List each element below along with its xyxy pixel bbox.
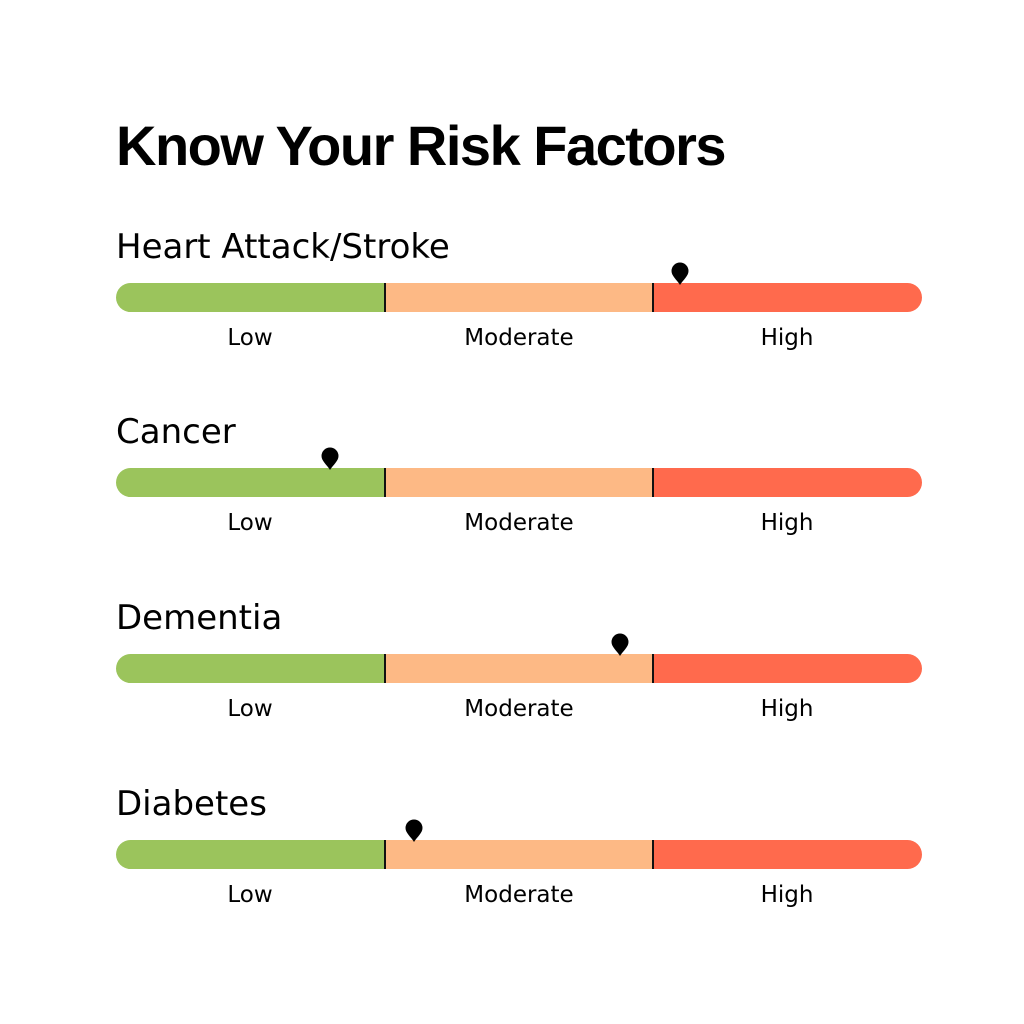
- risk-segment-moderate: [384, 840, 654, 869]
- risk-segment-low: [116, 840, 385, 869]
- level-label-high: High: [760, 325, 814, 351]
- segment-divider: [384, 654, 386, 683]
- risk-scale-bar: [116, 654, 922, 683]
- risk-factor-row: Diabetes Low Moderate High: [116, 787, 922, 917]
- level-label-low: Low: [227, 325, 273, 351]
- risk-segment-low: [116, 654, 385, 683]
- risk-segment-low: [116, 283, 385, 312]
- segment-divider: [652, 840, 654, 869]
- risk-factor-label: Diabetes: [116, 784, 267, 824]
- risk-scale-bar: [116, 283, 922, 312]
- map-pin-icon: [405, 819, 423, 843]
- level-label-moderate: Moderate: [464, 510, 574, 536]
- risk-scale-bar: [116, 840, 922, 869]
- level-label-low: Low: [227, 510, 273, 536]
- segment-divider: [652, 468, 654, 497]
- risk-factor-row: Dementia Low Moderate High: [116, 601, 922, 731]
- level-label-high: High: [760, 696, 814, 722]
- risk-segment-moderate: [384, 654, 654, 683]
- risk-segment-moderate: [384, 468, 654, 497]
- risk-segment-high: [653, 283, 922, 312]
- level-label-high: High: [760, 882, 814, 908]
- map-pin-icon: [671, 262, 689, 286]
- level-label-low: Low: [227, 882, 273, 908]
- segment-divider: [384, 283, 386, 312]
- level-label-moderate: Moderate: [464, 325, 574, 351]
- segment-divider: [652, 283, 654, 312]
- risk-factor-row: Cancer Low Moderate High: [116, 415, 922, 545]
- risk-segment-high: [653, 654, 922, 683]
- risk-segment-high: [653, 468, 922, 497]
- risk-scale-bar: [116, 468, 922, 497]
- segment-divider: [384, 468, 386, 497]
- segment-divider: [652, 654, 654, 683]
- level-label-moderate: Moderate: [464, 696, 574, 722]
- risk-factor-row: Heart Attack/Stroke Low Moderate High: [116, 230, 922, 360]
- risk-factor-label: Dementia: [116, 598, 283, 638]
- risk-segment-low: [116, 468, 385, 497]
- level-label-moderate: Moderate: [464, 882, 574, 908]
- map-pin-icon: [321, 447, 339, 471]
- risk-factor-label: Heart Attack/Stroke: [116, 227, 450, 267]
- map-pin-icon: [611, 633, 629, 657]
- risk-segment-high: [653, 840, 922, 869]
- risk-segment-moderate: [384, 283, 654, 312]
- level-label-high: High: [760, 510, 814, 536]
- segment-divider: [384, 840, 386, 869]
- risk-factor-label: Cancer: [116, 412, 236, 452]
- level-label-low: Low: [227, 696, 273, 722]
- page-title: Know Your Risk Factors: [116, 114, 727, 177]
